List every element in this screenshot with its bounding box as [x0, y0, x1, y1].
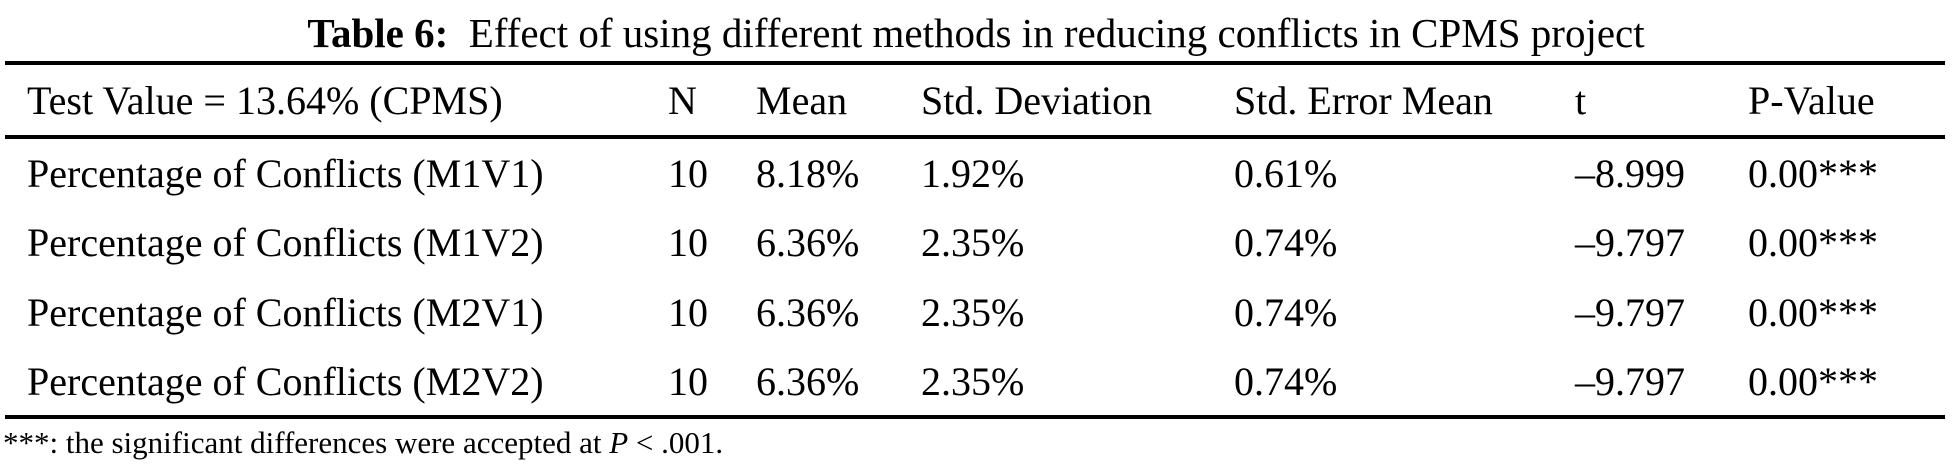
cell-n: 10 [668, 358, 708, 404]
column-header-t: t [1575, 77, 1587, 123]
column-header-n: N [668, 77, 697, 123]
cell-mean: 6.36% [756, 289, 860, 335]
cell-label: Percentage of Conflicts (M2V2) [27, 358, 544, 404]
cell-std-error-mean: 0.74% [1234, 358, 1338, 404]
table-row: Percentage of Conflicts (M1V1) 10 8.18% … [5, 137, 1945, 207]
footnote-threshold: < .001. [628, 425, 724, 460]
footnote-significance-marker: *** [3, 425, 50, 460]
table-body: Percentage of Conflicts (M1V1) 10 8.18% … [5, 137, 1945, 417]
table-caption-number: Table 6: [307, 10, 449, 56]
cell-std-error-mean: 0.74% [1234, 219, 1338, 265]
cell-std-deviation: 2.35% [921, 358, 1025, 404]
cell-mean: 6.36% [756, 219, 860, 265]
header-row: Test Value = 13.64% (CPMS) N Mean Std. D… [5, 63, 1945, 137]
cell-n: 10 [668, 289, 708, 335]
table-row: Percentage of Conflicts (M2V1) 10 6.36% … [5, 277, 1945, 347]
column-header-p-value: P-Value [1748, 77, 1875, 123]
cell-label: Percentage of Conflicts (M2V1) [27, 289, 544, 335]
cell-n: 10 [668, 150, 708, 196]
cell-t: –9.797 [1575, 219, 1685, 265]
footnote-text: : the significant differences were accep… [49, 425, 610, 460]
cell-p-value: 0.00*** [1748, 150, 1878, 196]
cell-t: –9.797 [1575, 358, 1685, 404]
cell-p-value: 0.00*** [1748, 358, 1878, 404]
cell-p-value: 0.00*** [1748, 219, 1878, 265]
column-header-std-error-mean: Std. Error Mean [1234, 77, 1493, 123]
cell-p-value: 0.00*** [1748, 289, 1878, 335]
table-row: Percentage of Conflicts (M1V2) 10 6.36% … [5, 207, 1945, 277]
cell-t: –8.999 [1575, 150, 1685, 196]
column-header-mean: Mean [756, 77, 848, 123]
table-caption-text: Effect of using different methods in red… [468, 10, 1645, 56]
cell-std-deviation: 2.35% [921, 219, 1025, 265]
cell-std-deviation: 1.92% [921, 150, 1025, 196]
cell-std-error-mean: 0.61% [1234, 150, 1338, 196]
cell-label: Percentage of Conflicts (M1V2) [27, 219, 544, 265]
cell-label: Percentage of Conflicts (M1V1) [27, 150, 544, 196]
column-header-std-deviation: Std. Deviation [921, 77, 1153, 123]
column-header-test-value: Test Value = 13.64% (CPMS) [27, 77, 503, 123]
cell-n: 10 [668, 219, 708, 265]
table-header: Test Value = 13.64% (CPMS) N Mean Std. D… [5, 63, 1945, 137]
table-caption: Table 6: Effect of using different method… [0, 0, 1952, 61]
cell-mean: 6.36% [756, 358, 860, 404]
statistics-table: Test Value = 13.64% (CPMS) N Mean Std. D… [5, 61, 1945, 419]
cell-mean: 8.18% [756, 150, 860, 196]
table-row: Percentage of Conflicts (M2V2) 10 6.36% … [5, 347, 1945, 417]
table-footnote: ***: the significant differences were ac… [3, 424, 1952, 462]
footnote-p-symbol: P [609, 425, 629, 460]
cell-std-deviation: 2.35% [921, 289, 1025, 335]
cell-t: –9.797 [1575, 289, 1685, 335]
cell-std-error-mean: 0.74% [1234, 289, 1338, 335]
